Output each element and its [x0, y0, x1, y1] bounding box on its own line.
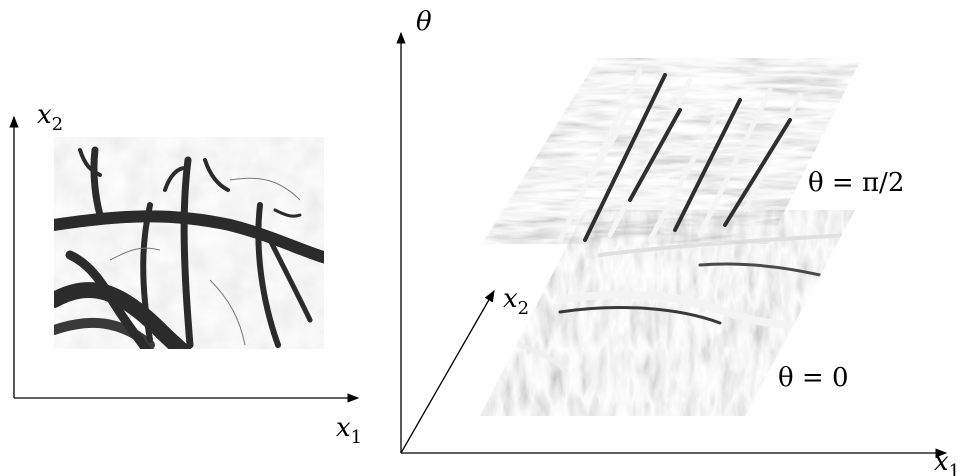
slice-label-theta-0: θ = 0 [778, 363, 849, 393]
right-x2-axis [400, 289, 495, 454]
slice-label-theta-pi-2: θ = π/2 [808, 168, 904, 198]
right-x1-label: x1 [934, 447, 960, 476]
retina-image [54, 137, 324, 349]
theta-axis-label: θ [416, 7, 432, 37]
left-x1-label: x1 [336, 413, 362, 448]
left-x2-label: x2 [37, 100, 63, 135]
right-x2-label: x2 [503, 284, 529, 319]
